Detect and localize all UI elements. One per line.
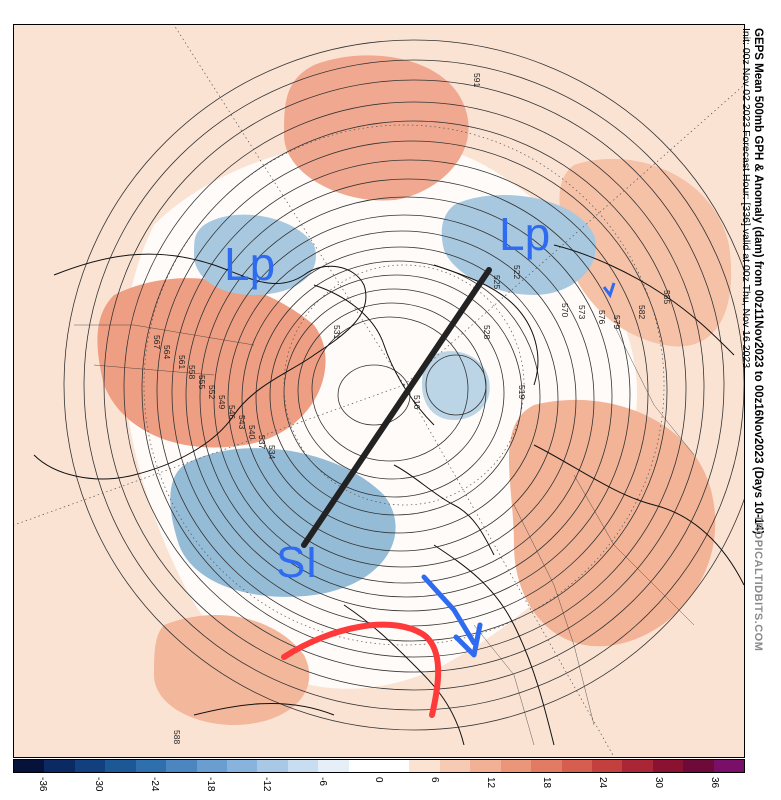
contour-label: 567 bbox=[152, 335, 162, 349]
colorbar-cell bbox=[592, 760, 623, 772]
colorbar-cell bbox=[135, 760, 167, 772]
contour-label: 549 bbox=[217, 395, 227, 409]
contour-label: 582 bbox=[637, 305, 647, 319]
positive-anomaly-atlantic bbox=[154, 615, 310, 725]
contour-label: 528 bbox=[482, 325, 492, 339]
colorbar-tick-label: -12 bbox=[261, 777, 272, 792]
colorbar-cell bbox=[652, 760, 684, 772]
colorbar-tick-label: -30 bbox=[93, 777, 104, 792]
negative-anomaly-si bbox=[170, 448, 396, 597]
lat-lon-grid bbox=[14, 25, 744, 757]
contour-label: 573 bbox=[577, 305, 587, 319]
colorbar-cell bbox=[379, 760, 410, 772]
contour-label: 543 bbox=[237, 415, 247, 429]
contour-label: 525 bbox=[492, 275, 502, 289]
map-panel: Lp Lp SI 591 588 585 582 579 576 573 570 567 564 5… bbox=[13, 24, 745, 758]
positive-anomaly-pacific bbox=[284, 55, 469, 201]
contour-label: 585 bbox=[662, 290, 672, 304]
colorbar-cell bbox=[409, 760, 440, 772]
colorbar-tick-label: 12 bbox=[485, 777, 496, 789]
black-axis-line bbox=[301, 267, 492, 548]
colorbar-tick-label: -18 bbox=[205, 777, 216, 792]
colorbar-cell bbox=[318, 760, 349, 772]
contour-label: 546 bbox=[227, 405, 237, 419]
title-line-2: Init: 00z Nov 02 2023 Forecast Hour: [33… bbox=[740, 28, 752, 369]
contour-label: 570 bbox=[560, 303, 570, 317]
label-si: SI bbox=[276, 538, 318, 587]
colorbar-cell bbox=[257, 760, 288, 772]
contour-label: 552 bbox=[207, 385, 217, 399]
positive-anomaly-western-na bbox=[97, 278, 326, 448]
colorbar-cell bbox=[105, 760, 136, 772]
contour-label: 576 bbox=[597, 310, 607, 324]
contour-label: 534 bbox=[267, 445, 277, 459]
colorbar-cell bbox=[683, 760, 714, 772]
contour-label: 564 bbox=[162, 345, 172, 359]
colorbar-tick-label: 0 bbox=[373, 777, 384, 783]
contour-label: 588 bbox=[172, 730, 182, 744]
colorbar-tick-label: -36 bbox=[37, 777, 48, 792]
colorbar-ticks: -36 -30 -24 -18 -12 -6 0 6 12 18 24 30 36 bbox=[13, 774, 745, 800]
colorbar-cell bbox=[531, 760, 562, 772]
geopotential-contours bbox=[63, 39, 744, 731]
colorbar-tick-label: 30 bbox=[653, 777, 664, 789]
contour-label: 516 bbox=[412, 395, 422, 409]
contour-label: 519 bbox=[517, 385, 527, 399]
positive-anomaly-east-asia bbox=[559, 158, 732, 347]
colorbar-cell bbox=[14, 760, 45, 772]
contour-label: 561 bbox=[177, 355, 187, 369]
colorbar-cell bbox=[439, 760, 471, 772]
colorbar-cell bbox=[226, 760, 258, 772]
negative-anomaly-right-lp bbox=[441, 195, 596, 295]
colorbar-cell bbox=[470, 760, 501, 772]
country-borders bbox=[74, 324, 695, 746]
label-lp-right: Lp bbox=[499, 208, 550, 260]
colorbar-cell bbox=[196, 760, 227, 772]
colorbar-cell bbox=[287, 760, 319, 772]
colorbar-tick-label: 24 bbox=[597, 777, 608, 789]
coastlines bbox=[33, 244, 744, 746]
title-line-1: GEPS Mean 500mb GPH & Anomaly (dam) from… bbox=[752, 28, 764, 535]
contour-label: 531 bbox=[332, 325, 342, 339]
contour-label: 555 bbox=[197, 375, 207, 389]
annotations: Lp Lp SI bbox=[224, 208, 616, 718]
colorbar-cell bbox=[44, 760, 75, 772]
contour-label: 537 bbox=[257, 435, 267, 449]
label-lp-left: Lp bbox=[224, 238, 275, 290]
colorbar-tick-label: 6 bbox=[429, 777, 440, 783]
positive-anomaly-europe-asia bbox=[509, 399, 716, 647]
colorbar-cell bbox=[348, 760, 380, 772]
credit-text: TROPICALTIDBITS.COM bbox=[752, 515, 764, 652]
blue-arrow bbox=[421, 574, 477, 646]
colorbar-tick-label: -24 bbox=[149, 777, 160, 792]
blue-tick-mark bbox=[602, 282, 616, 299]
colorbar-cell bbox=[622, 760, 653, 772]
contour-label: 522 bbox=[512, 265, 522, 279]
colorbar-cell bbox=[74, 760, 106, 772]
colorbar-cell bbox=[713, 760, 745, 772]
colorbar-cell bbox=[166, 760, 197, 772]
contour-label: 579 bbox=[612, 315, 622, 329]
anomaly-colorbar bbox=[13, 759, 745, 773]
colorbar-cell bbox=[500, 760, 532, 772]
colorbar-tick-label: -6 bbox=[317, 777, 328, 786]
blue-arrow-head bbox=[453, 622, 483, 658]
colorbar-tick-label: 36 bbox=[709, 777, 720, 789]
red-ridge-arc bbox=[281, 621, 442, 718]
colorbar-tick-label: 18 bbox=[541, 777, 552, 789]
colorbar-cell bbox=[561, 760, 593, 772]
contour-label: 591 bbox=[472, 73, 482, 87]
negative-anomaly-polar bbox=[422, 351, 490, 420]
contour-label: 540 bbox=[247, 425, 257, 439]
contour-label: 558 bbox=[187, 365, 197, 379]
contour-labels: 5915885855825795765735705675645615585555… bbox=[152, 73, 672, 744]
